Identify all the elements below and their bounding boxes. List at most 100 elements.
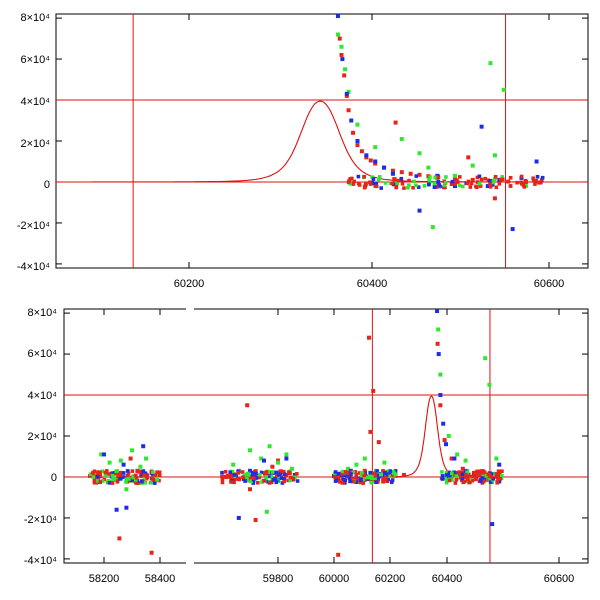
top-data-point-red [339,52,344,57]
top-data-point-red [364,155,369,160]
bottom-data-point-red [495,480,499,484]
top-y-tick-label: 2×10⁴ [20,138,50,150]
top-data-point-green [491,179,496,184]
bottom-data-point-green [269,473,273,477]
bottom-data-point-red [220,477,225,482]
bottom-data-point-blue [250,472,255,476]
bottom-data-point-red [291,478,295,482]
bottom-data-point-red [368,429,373,434]
bottom-data-point-red [383,474,388,479]
top-data-point-green [383,181,388,185]
bottom-data-point-red [96,470,100,474]
bottom-data-point-red [284,472,289,477]
bottom-data-point-blue [440,477,445,481]
bottom-data-point-blue [254,476,259,480]
bottom-data-point-green [284,452,289,457]
bottom-data-point-green [360,470,364,475]
bottom-data-point-red [474,472,478,477]
bottom-data-point-green [369,480,374,485]
bottom-data-point-red [449,456,454,461]
bottom-data-point-red [149,550,154,555]
bottom-data-point-red [229,479,233,483]
top-data-point-blue [417,208,422,213]
bottom-data-point-blue [282,477,287,481]
bottom-data-point-green [118,458,123,463]
bottom-data-point-green [144,456,148,461]
top-data-point-red [344,93,349,98]
bottom-plot-frame [63,308,589,564]
bottom-data-point-green [103,474,108,478]
bottom-data-point-green [354,462,359,467]
bottom-data-point-red [367,335,371,340]
bottom-model-line [336,395,502,478]
bottom-data-point-blue [333,470,338,474]
bottom-y-tick-label: 6×10⁴ [27,348,57,360]
top-data-point-blue [427,182,431,187]
bottom-data-point-green [260,480,264,484]
top-data-point-green [373,145,378,150]
top-data-point-red [455,178,459,182]
bottom-data-point-red [495,473,499,477]
bottom-data-point-red [354,472,359,477]
bottom-data-point-red [251,476,256,480]
bottom-data-point-green [110,473,115,478]
bottom-data-point-red [402,472,406,477]
bottom-data-point-blue [368,470,373,475]
bottom-data-point-red [343,470,348,474]
top-y-tick-label: -2×10⁴ [17,220,50,232]
top-data-point-red [407,178,411,183]
bottom-data-point-red [110,481,115,485]
bottom-y-tick-label: 8×10⁴ [27,307,57,319]
bottom-data-point-red [381,469,385,473]
bottom-data-point-blue [460,477,465,482]
top-data-point-green [377,175,382,179]
bottom-x-tick-label: 59800 [263,573,294,585]
bottom-data-point-red [135,469,139,473]
bottom-data-point-red [438,403,443,408]
top-data-point-red [351,182,356,186]
bottom-y-tick-label: -2×10⁴ [24,514,57,526]
top-data-point-red [508,184,513,188]
bottom-data-point-green [445,478,449,482]
top-data-point-green [339,44,344,49]
bottom-data-point-red [487,472,492,477]
top-data-point-red [520,182,524,186]
bottom-data-point-green [149,480,153,485]
bottom-data-point-red [462,479,467,484]
bottom-data-point-green [444,480,449,485]
bottom-data-point-red [107,472,111,476]
bottom-data-point-red [220,474,224,479]
bottom-data-point-blue [125,469,130,473]
bottom-data-point-green [245,476,249,481]
top-reference-lines [56,14,588,268]
top-data-point-green [343,67,348,72]
bottom-data-point-green [138,464,143,469]
top-data-point-red [396,178,401,183]
bottom-data-point-blue [375,469,379,473]
top-data-point-green [426,165,431,170]
bottom-data-point-red [363,478,367,482]
top-data-point-red [390,181,394,186]
bottom-data-point-red [373,474,378,478]
bottom-data-point-red [116,472,121,477]
bottom-y-tick-label: 0 [51,472,57,484]
bottom-data-point-green [392,471,396,476]
bottom-data-point-red [475,469,479,474]
top-data-point-red [408,171,413,176]
bottom-panel: 8×10⁴ 6×10⁴ 4×10⁴ 2×10⁴ 0 -2×10⁴ -4×10⁴ … [24,300,589,585]
bottom-data-point-green [130,448,134,453]
bottom-data-point-red [457,470,461,474]
bottom-data-point-red [295,472,299,476]
bottom-data-point-red [269,480,274,485]
bottom-data-point-red [353,469,357,474]
bottom-data-point-red [125,473,130,478]
bottom-data-point-red [236,471,241,475]
bottom-data-point-blue [435,309,440,314]
top-data-point-red [498,177,503,182]
top-model-line [91,100,544,183]
top-model-curve [91,100,544,183]
bottom-data-point-red [234,477,239,481]
bottom-x-tick-label: 58200 [89,573,120,585]
top-data-point-red [494,185,499,190]
bottom-data-point-red [130,469,135,473]
